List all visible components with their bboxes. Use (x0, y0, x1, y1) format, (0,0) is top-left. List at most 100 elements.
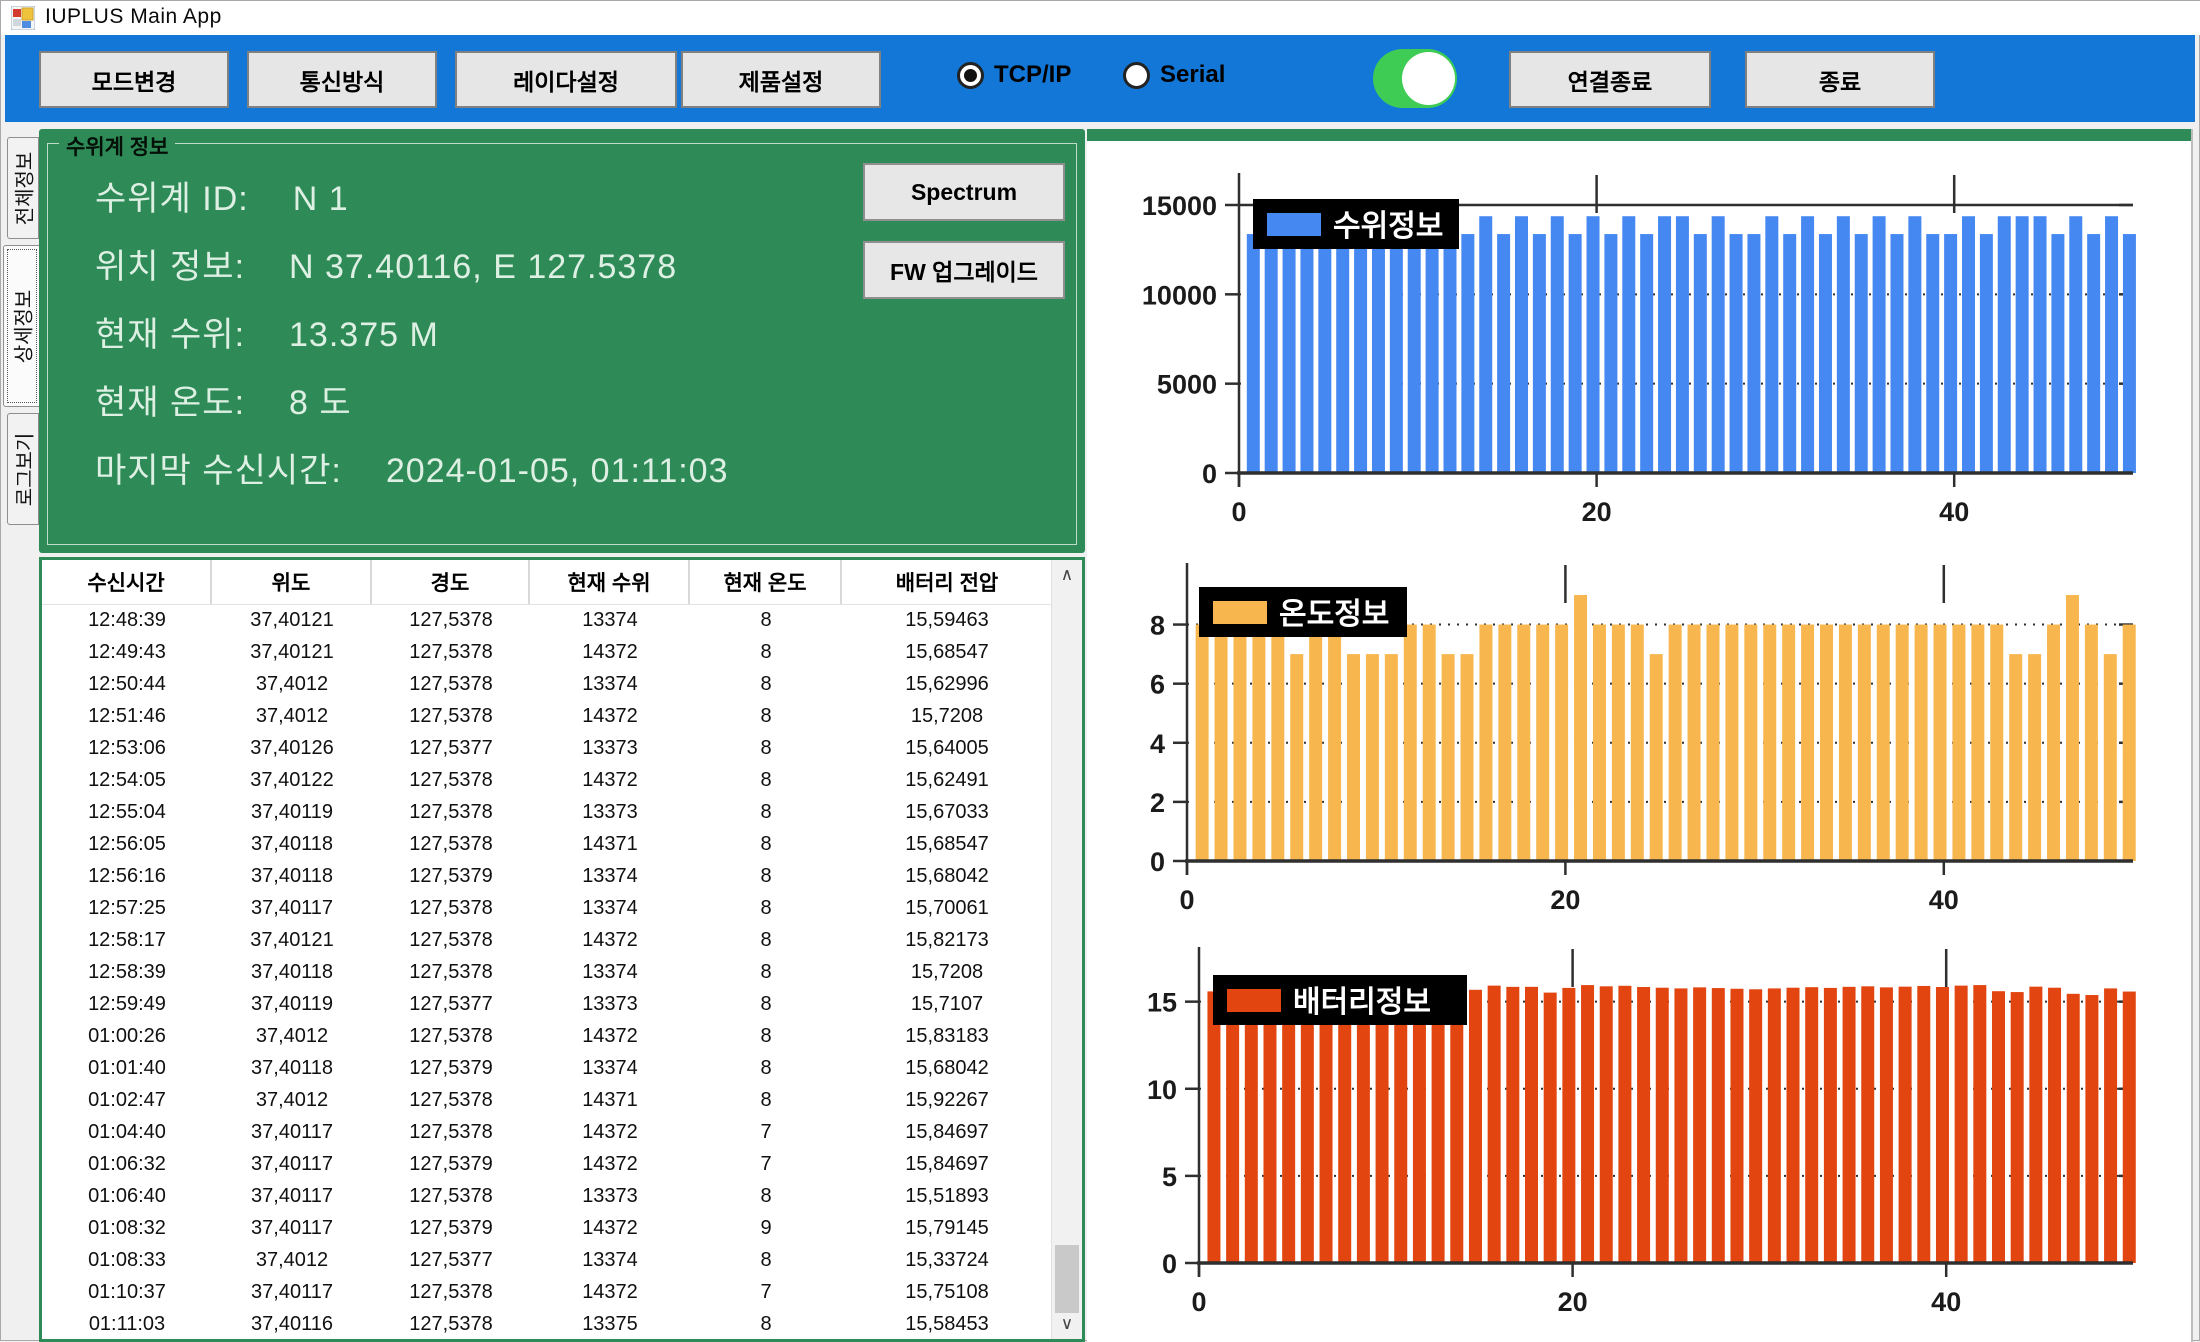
table-cell: 8 (760, 992, 772, 1015)
mode-change-button[interactable]: 모드변경 (39, 51, 229, 108)
table-row[interactable]: 01:04:40 37,40117 127,5378 14372 7 15,84697 (42, 1116, 1052, 1148)
chevron-down-icon[interactable]: ∨ (1060, 1314, 1074, 1333)
svg-text:15000: 15000 (1142, 191, 1217, 221)
table-cell: 8 (760, 608, 772, 631)
table-cell: 15,62996 (905, 672, 989, 695)
table-row[interactable]: 12:50:44 37,4012 127,5378 13374 8 15,62996 (42, 668, 1052, 700)
table-cell: 12:50:44 (88, 672, 166, 695)
table-cell: 8 (760, 864, 772, 887)
radar-settings-button[interactable]: 레이다설정 (455, 51, 677, 108)
radio-unselected-icon[interactable] (1123, 61, 1150, 89)
table-row[interactable]: 12:54:05 37,40122 127,5378 14372 8 15,62491 (42, 764, 1052, 796)
table-cell: 13373 (582, 992, 638, 1015)
tab-detail-info[interactable]: 상세정보 (3, 245, 41, 407)
table-cell: 01:00:26 (88, 1024, 166, 1047)
table-cell: 15,92267 (905, 1088, 989, 1111)
table-cell: 127,5378 (409, 800, 493, 823)
table-row[interactable]: 01:08:32 37,40117 127,5379 14372 9 15,79145 (42, 1212, 1052, 1244)
svg-text:5: 5 (1162, 1162, 1177, 1192)
table-cell: 15,67033 (905, 800, 989, 823)
svg-text:8: 8 (1150, 611, 1165, 641)
panel-top-border (1087, 129, 2191, 141)
table-cell: 127,5378 (409, 928, 493, 951)
exit-button[interactable]: 종료 (1745, 51, 1935, 108)
table-cell: 37,40118 (251, 1056, 333, 1079)
table-cell: 12:56:16 (88, 864, 166, 887)
connection-toggle[interactable] (1373, 49, 1457, 108)
col-battery-voltage[interactable]: 배터리 전압 (895, 572, 999, 595)
table-scrollbar[interactable]: ∧ ∨ (1051, 560, 1082, 1339)
col-temperature[interactable]: 현재 온도 (690, 560, 842, 604)
table-cell: 14372 (582, 1280, 638, 1303)
svg-text:온도정보: 온도정보 (1279, 598, 1389, 631)
table-cell: 15,84697 (905, 1152, 989, 1175)
table-row[interactable]: 12:58:17 37,40121 127,5378 14372 8 15,82173 (42, 924, 1052, 956)
table-row[interactable]: 12:59:49 37,40119 127,5377 13373 8 15,7107 (42, 988, 1052, 1020)
table-row[interactable]: 01:11:03 37,40116 127,5378 13375 8 15,58453 (42, 1308, 1052, 1339)
table-row[interactable]: 01:06:32 37,40117 127,5379 14372 7 15,84697 (42, 1148, 1052, 1180)
table-cell: 14372 (582, 704, 638, 727)
table-row[interactable]: 01:01:40 37,40118 127,5379 13374 8 15,68042 (42, 1052, 1052, 1084)
table-row[interactable]: 12:57:25 37,40117 127,5378 13374 8 15,70061 (42, 892, 1052, 924)
serial-radio[interactable]: Serial (1123, 61, 1225, 89)
tab-all-info[interactable]: 전체정보 (7, 137, 39, 239)
col-water-level[interactable]: 현재 수위 (530, 560, 690, 604)
chart-legend: 온도정보 (1199, 587, 1407, 637)
table-row[interactable]: 12:56:05 37,40118 127,5378 14371 8 15,68547 (42, 828, 1052, 860)
charts-panel: 0 5000 10000 15000 0 20 40 수위정보 0 2 4 6 8 0 20 40 온도정보 … (1087, 129, 2193, 1342)
chart-legend: 배터리정보 (1213, 975, 1467, 1025)
table-cell: 8 (760, 896, 772, 919)
radio-selected-icon[interactable] (957, 61, 984, 89)
table-cell: 37,40116 (251, 1312, 333, 1335)
table-cell: 127,5379 (409, 864, 493, 887)
col-latitude[interactable]: 위도 (212, 560, 372, 604)
disconnect-button[interactable]: 연결종료 (1509, 51, 1711, 108)
table-cell: 8 (760, 800, 772, 823)
table-row[interactable]: 12:53:06 37,40126 127,5377 13373 8 15,64005 (42, 732, 1052, 764)
comm-method-button[interactable]: 통신방식 (247, 51, 437, 108)
table-cell: 13373 (582, 800, 638, 823)
table-row[interactable]: 01:10:37 37,40117 127,5378 14372 7 15,75108 (42, 1276, 1052, 1308)
chevron-up-icon[interactable]: ∧ (1060, 565, 1074, 584)
table-row[interactable]: 12:49:43 37,40121 127,5378 14372 8 15,68547 (42, 636, 1052, 668)
spectrum-button[interactable]: Spectrum (863, 163, 1065, 221)
table-cell: 127,5377 (409, 992, 493, 1015)
table-cell: 9 (760, 1216, 772, 1239)
table-cell: 127,5378 (409, 608, 493, 631)
table-row[interactable]: 01:00:26 37,4012 127,5378 14372 8 15,83183 (42, 1020, 1052, 1052)
svg-text:40: 40 (1931, 1287, 1961, 1317)
table-header: 수신시간 위도 경도 현재 수위 현재 온도 배터리 전압 (42, 560, 1052, 605)
table-cell: 8 (760, 704, 772, 727)
tcpip-radio-label: TCP/IP (994, 61, 1072, 88)
table-row[interactable]: 01:02:47 37,4012 127,5378 14371 8 15,92267 (42, 1084, 1052, 1116)
table-row[interactable]: 12:55:04 37,40119 127,5378 13373 8 15,67033 (42, 796, 1052, 828)
scrollbar-thumb[interactable] (1055, 1245, 1079, 1313)
table-cell: 14372 (582, 1216, 638, 1239)
col-recv-time[interactable]: 수신시간 (42, 560, 212, 604)
svg-text:0: 0 (1231, 497, 1246, 527)
table-cell: 13374 (582, 864, 638, 887)
table-row[interactable]: 12:48:39 37,40121 127,5378 13374 8 15,59463 (42, 604, 1052, 636)
table-cell: 37,40126 (250, 736, 334, 759)
bars (1207, 985, 2136, 1263)
svg-text:0: 0 (1150, 847, 1165, 877)
fw-upgrade-button[interactable]: FW 업그레이드 (863, 241, 1065, 299)
table-cell: 8 (760, 928, 772, 951)
svg-text:40: 40 (1939, 497, 1969, 527)
product-settings-button[interactable]: 제품설정 (681, 51, 881, 108)
table-cell: 15,68042 (905, 1056, 989, 1079)
table-row[interactable]: 01:08:33 37,4012 127,5377 13374 8 15,33724 (42, 1244, 1052, 1276)
last-received-row: 마지막 수신시간: 2024-01-05, 01:11:03 (95, 452, 729, 490)
table-cell: 14372 (582, 640, 638, 663)
table-cell: 127,5378 (409, 1120, 493, 1143)
table-row[interactable]: 01:06:40 37,40117 127,5378 13373 8 15,51893 (42, 1180, 1052, 1212)
table-cell: 37,40117 (251, 1280, 333, 1303)
tcpip-radio[interactable]: TCP/IP (957, 61, 1071, 89)
table-row[interactable]: 12:51:46 37,4012 127,5378 14372 8 15,7208 (42, 700, 1052, 732)
table-row[interactable]: 12:56:16 37,40118 127,5379 13374 8 15,68042 (42, 860, 1052, 892)
tab-log-view[interactable]: 로그보기 (7, 413, 39, 525)
col-longitude[interactable]: 경도 (372, 560, 530, 604)
svg-text:15: 15 (1147, 988, 1177, 1018)
table-cell: 127,5379 (409, 1056, 493, 1079)
table-row[interactable]: 12:58:39 37,40118 127,5378 13374 8 15,7208 (42, 956, 1052, 988)
